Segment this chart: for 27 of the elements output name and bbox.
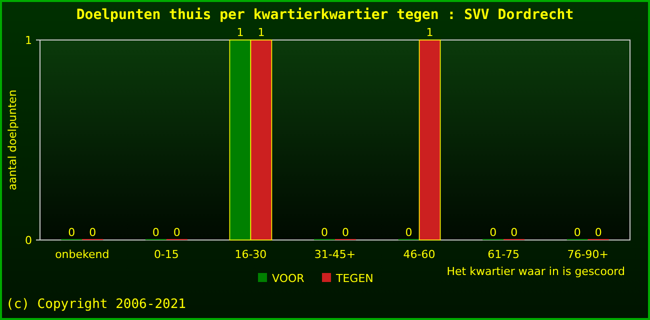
data-label: 1 xyxy=(426,26,434,39)
text: (c) Copyright 2006-2021 xyxy=(6,297,186,312)
legend-label: VOOR xyxy=(272,272,305,285)
data-label: 0 xyxy=(594,226,602,239)
x-tick-label: 61-75 xyxy=(488,248,520,261)
x-tick-label: 76-90+ xyxy=(567,248,608,261)
data-label: 0 xyxy=(490,226,497,239)
data-label: 0 xyxy=(574,226,581,239)
data-label: 1 xyxy=(236,26,244,39)
data-label: 0 xyxy=(342,226,349,239)
data-label: 0 xyxy=(405,226,412,239)
data-label: 0 xyxy=(152,226,160,239)
x-tick-label: 0-15 xyxy=(154,248,179,261)
x-tick-label: 31-45+ xyxy=(314,248,356,261)
data-label: 0 xyxy=(321,226,328,239)
x-tick-label: 46-60 xyxy=(403,248,436,261)
data-label: 1 xyxy=(258,26,265,39)
x-axis-title: Het kwartier waar in is gescoord xyxy=(446,265,625,278)
data-label: 0 xyxy=(510,226,518,239)
data-label: 0 xyxy=(173,226,180,239)
chart-title: Doelpunten thuis per kwartierkwartier tegen : SVV Dordrecht xyxy=(76,7,574,23)
x-tick-label: 16-30 xyxy=(234,248,267,261)
legend-label: TEGEN xyxy=(335,272,374,285)
x-tick-label: onbekend xyxy=(55,248,110,261)
data-label: 0 xyxy=(89,226,96,239)
y-axis-title: aantal doelpunten xyxy=(6,90,19,190)
data-label: 0 xyxy=(68,226,76,239)
